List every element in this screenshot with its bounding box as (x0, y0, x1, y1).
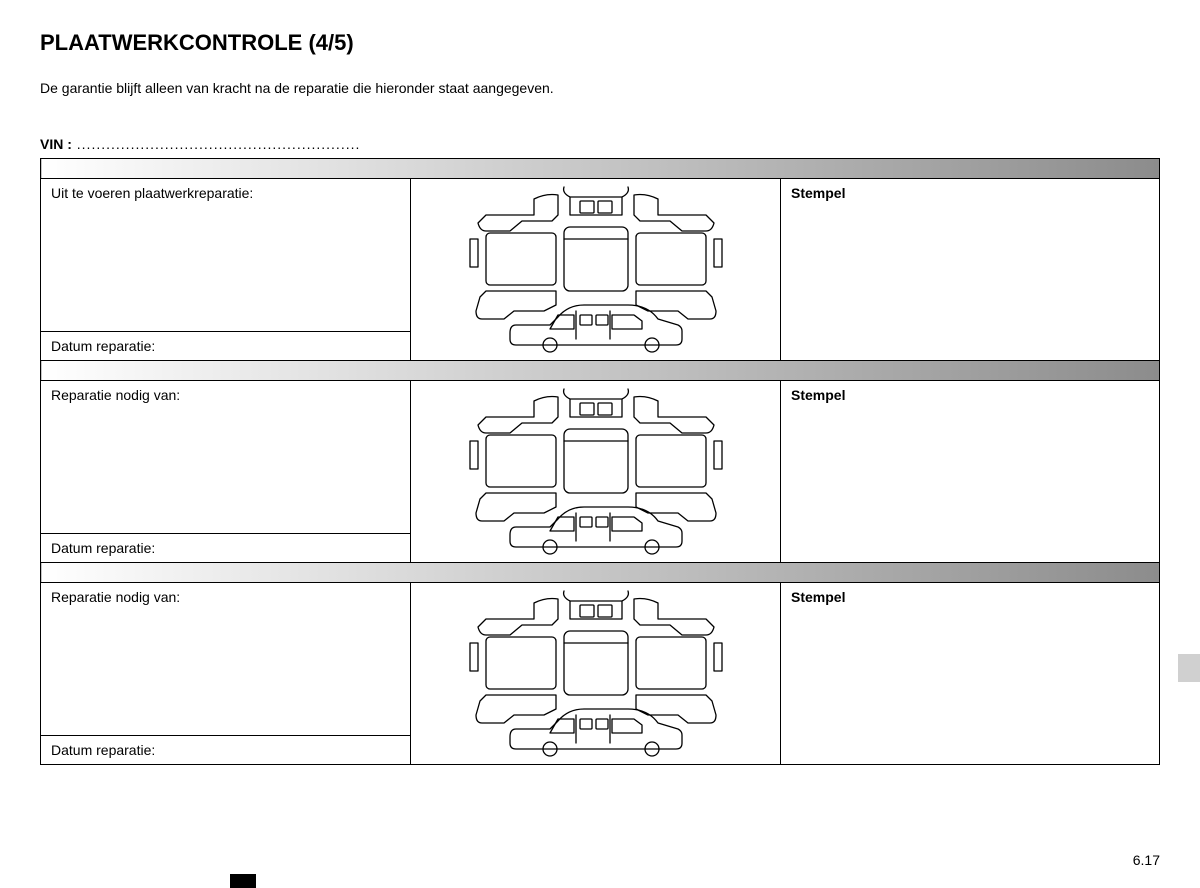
repair-label[interactable]: Reparatie nodig van: (51, 589, 400, 729)
page-subtitle: De garantie blijft alleen van kracht na … (40, 80, 1160, 96)
repair-label[interactable]: Uit te voeren plaatwerkreparatie: (51, 185, 400, 325)
car-panels-icon (446, 183, 746, 353)
vin-field[interactable]: VIN : ..................................… (40, 136, 1160, 152)
page-number: 6.17 (1133, 852, 1160, 868)
stamp-label: Stempel (791, 387, 845, 403)
date-label[interactable]: Datum reparatie: (41, 736, 411, 765)
date-label[interactable]: Datum reparatie: (41, 534, 411, 563)
date-label[interactable]: Datum reparatie: (41, 332, 411, 361)
stamp-area[interactable]: Stempel (781, 179, 1160, 361)
stamp-label: Stempel (791, 589, 845, 605)
gradient-divider (41, 361, 1160, 381)
table-row: Reparatie nodig van: (41, 583, 1160, 736)
stamp-area[interactable]: Stempel (781, 381, 1160, 563)
page-title: PLAATWERKCONTROLE (4/5) (40, 30, 1160, 56)
manual-page: PLAATWERKCONTROLE (4/5) De garantie blij… (0, 0, 1200, 765)
table-row: Uit te voeren plaatwerkreparatie: (41, 179, 1160, 332)
car-panels-icon (446, 385, 746, 555)
stamp-label: Stempel (791, 185, 845, 201)
car-panels-icon (446, 587, 746, 757)
gradient-divider (41, 563, 1160, 583)
section-tab (1178, 654, 1200, 682)
stamp-area[interactable]: Stempel (781, 583, 1160, 765)
print-crop-mark (230, 874, 256, 888)
vin-label: VIN : (40, 136, 72, 152)
repair-label[interactable]: Reparatie nodig van: (51, 387, 400, 527)
table-row: Reparatie nodig van: (41, 381, 1160, 534)
gradient-divider (41, 159, 1160, 179)
vin-dots: ........................................… (72, 136, 361, 152)
bodywork-table: Uit te voeren plaatwerkreparatie: (40, 158, 1160, 765)
